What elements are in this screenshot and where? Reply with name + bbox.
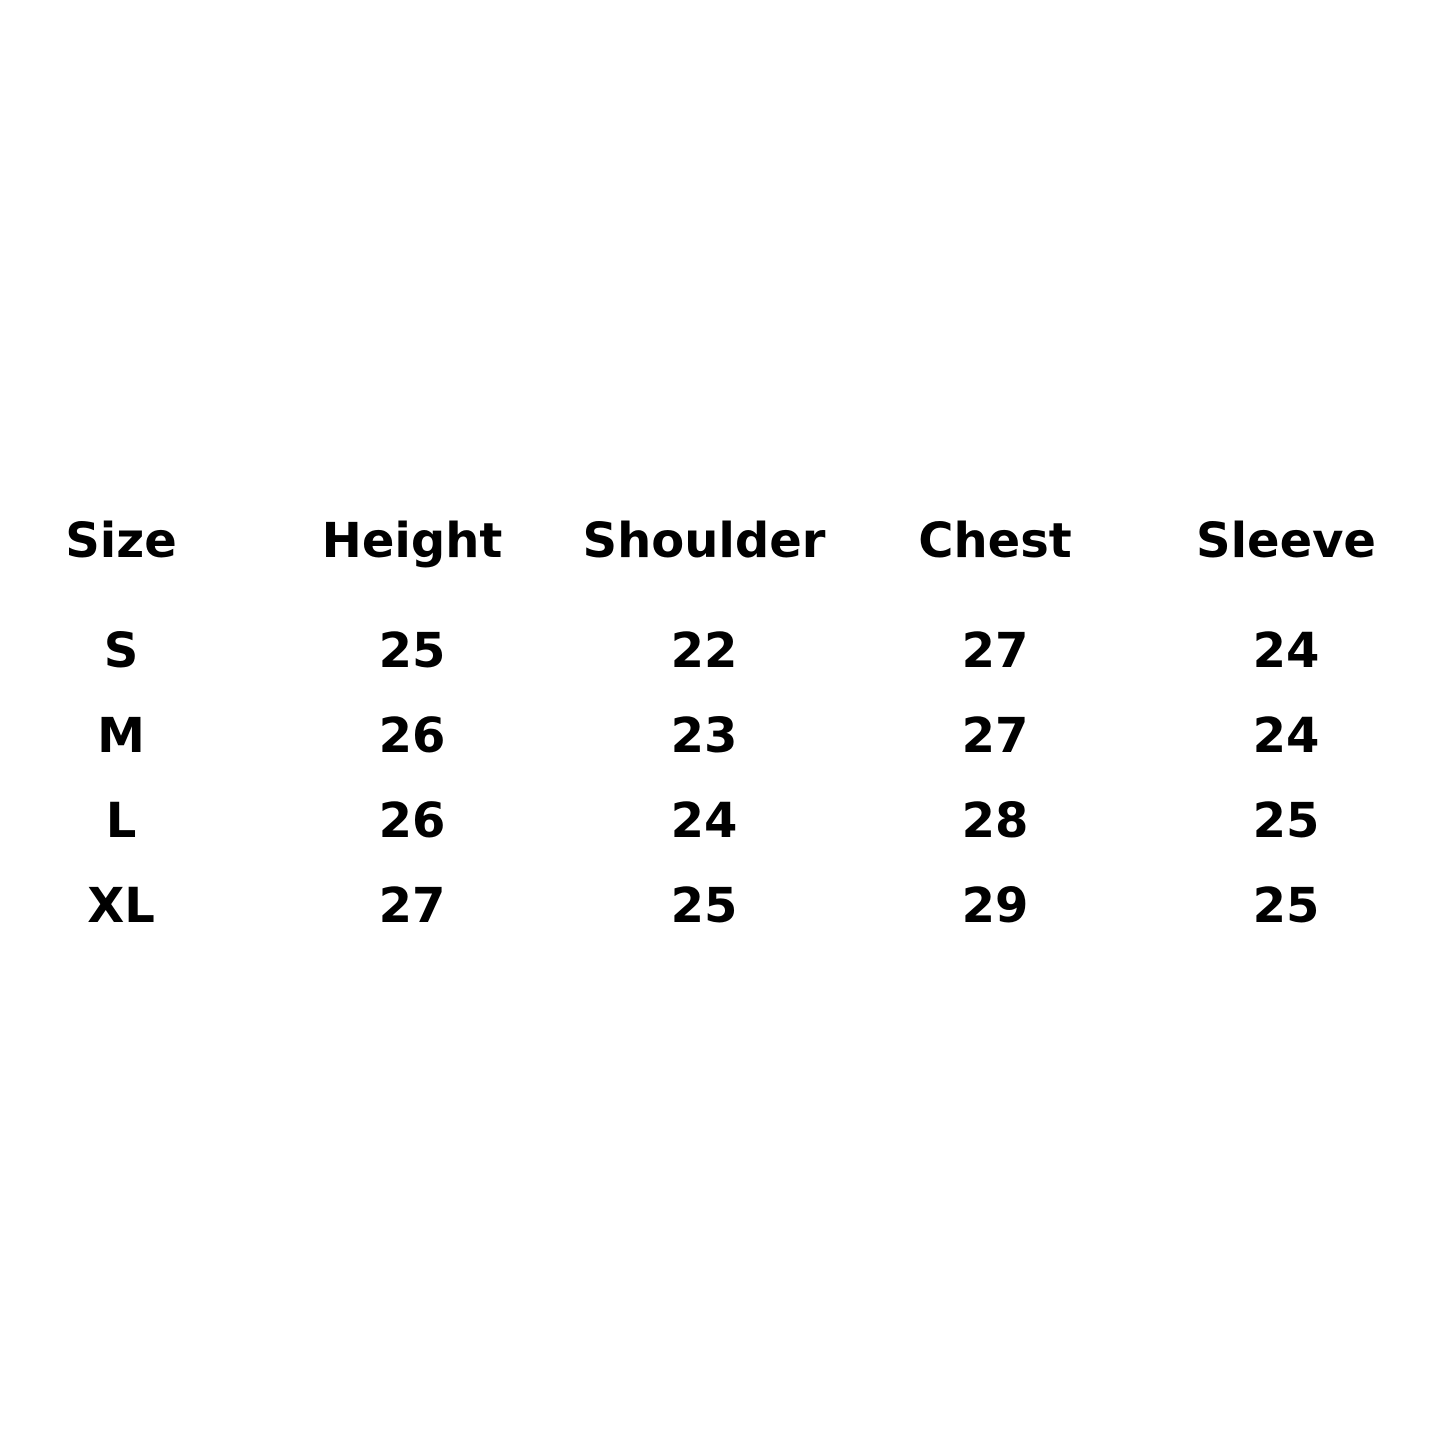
value-cell: 25 xyxy=(1252,878,1320,934)
value-cell: 22 xyxy=(670,623,738,679)
header-cell: Shoulder xyxy=(582,513,826,569)
header-cell: Sleeve xyxy=(1196,513,1376,569)
value-cell: 25 xyxy=(1252,793,1320,849)
size-cell: M xyxy=(97,708,145,764)
value-cell: 29 xyxy=(961,878,1029,934)
header-cell: Height xyxy=(321,513,503,569)
value-cell: 25 xyxy=(378,623,446,679)
size-cell: S xyxy=(103,623,139,679)
value-cell: 27 xyxy=(961,623,1029,679)
value-cell: 27 xyxy=(961,708,1029,764)
value-cell: 24 xyxy=(1252,708,1320,764)
value-cell: 26 xyxy=(378,793,446,849)
header-cell: Chest xyxy=(918,513,1072,569)
value-cell: 26 xyxy=(378,708,446,764)
value-cell: 24 xyxy=(670,793,738,849)
value-cell: 24 xyxy=(1252,623,1320,679)
value-cell: 25 xyxy=(670,878,738,934)
size-cell: L xyxy=(105,793,137,849)
value-cell: 23 xyxy=(670,708,738,764)
size-cell: XL xyxy=(87,878,155,934)
value-cell: 28 xyxy=(961,793,1029,849)
header-cell: Size xyxy=(65,513,177,569)
value-cell: 27 xyxy=(378,878,446,934)
